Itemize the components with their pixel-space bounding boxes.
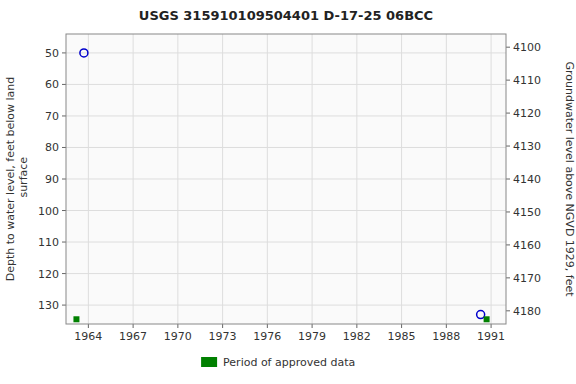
x-tick bbox=[446, 324, 447, 328]
y-grid-line bbox=[66, 179, 506, 180]
y2-tick bbox=[506, 277, 510, 278]
y-axis-label-line: Depth to water level, feet below land bbox=[4, 77, 17, 282]
y-tick-label: 80 bbox=[45, 141, 59, 154]
x-tick bbox=[222, 324, 223, 328]
x-tick-label: 1970 bbox=[164, 330, 192, 343]
y-grid-line bbox=[66, 305, 506, 306]
legend: Period of approved data bbox=[201, 356, 355, 369]
x-tick bbox=[401, 324, 402, 328]
x-tick-label: 1982 bbox=[343, 330, 371, 343]
y-tick-label: 90 bbox=[45, 173, 59, 186]
y-tick-label: 100 bbox=[38, 205, 59, 218]
plot-area bbox=[66, 34, 506, 324]
x-tick-label: 1985 bbox=[388, 330, 416, 343]
x-tick-label: 1979 bbox=[298, 330, 326, 343]
y-grid-line bbox=[66, 210, 506, 211]
y-grid-line bbox=[66, 147, 506, 148]
x-tick bbox=[177, 324, 178, 328]
x-tick bbox=[312, 324, 313, 328]
y2-tick bbox=[506, 211, 510, 212]
y2-tick bbox=[506, 47, 510, 48]
y-tick-label: 50 bbox=[45, 47, 59, 60]
y-grid-line bbox=[66, 242, 506, 243]
y-tick bbox=[62, 115, 66, 116]
y-grid-line bbox=[66, 52, 506, 53]
y2-tick bbox=[506, 113, 510, 114]
y2-tick bbox=[506, 310, 510, 311]
y-tick-label: 130 bbox=[38, 299, 59, 312]
x-tick bbox=[356, 324, 357, 328]
x-tick-label: 1967 bbox=[119, 330, 147, 343]
legend-label: Period of approved data bbox=[223, 356, 355, 369]
x-tick bbox=[267, 324, 268, 328]
y2-tick-label: 4120 bbox=[513, 107, 541, 120]
legend-swatch bbox=[201, 357, 217, 367]
y2-tick bbox=[506, 244, 510, 245]
y-tick bbox=[62, 52, 66, 53]
y2-tick-label: 4100 bbox=[513, 41, 541, 54]
chart: 1964 1967 1970 1973 1976 1979 1982 1985 1988 1991… bbox=[0, 0, 576, 384]
y2-tick-label: 4110 bbox=[513, 74, 541, 87]
y-grid-line bbox=[66, 273, 506, 274]
y2-tick bbox=[506, 80, 510, 81]
series bbox=[73, 316, 489, 322]
plot-frame bbox=[66, 34, 506, 324]
x-tick-label: 1976 bbox=[253, 330, 281, 343]
circle-point bbox=[80, 49, 88, 57]
x-tick-label: 1964 bbox=[74, 330, 102, 343]
y-axis-label: Depth to water level, feet below land su… bbox=[4, 77, 30, 282]
x-tick bbox=[88, 324, 89, 328]
y2-tick-label: 4180 bbox=[513, 305, 541, 318]
y2-axis-label: Groundwater level above NGVD 1929, feet bbox=[563, 61, 576, 297]
y-tick-label: 120 bbox=[38, 268, 59, 281]
y-tick bbox=[62, 179, 66, 180]
y2-tick bbox=[506, 146, 510, 147]
x-tick bbox=[133, 324, 134, 328]
y2-tick-label: 4170 bbox=[513, 272, 541, 285]
y2-tick-label: 4130 bbox=[513, 140, 541, 153]
y-tick bbox=[62, 242, 66, 243]
y-tick bbox=[62, 273, 66, 274]
x-tick-label: 1973 bbox=[209, 330, 237, 343]
y-tick-label: 60 bbox=[45, 78, 59, 91]
x-tick-label: 1988 bbox=[432, 330, 460, 343]
y-grid-line bbox=[66, 115, 506, 116]
y-tick-label: 70 bbox=[45, 110, 59, 123]
series bbox=[80, 49, 485, 319]
y-grid-line bbox=[66, 84, 506, 85]
y-axis-label-line: surface bbox=[17, 157, 30, 201]
y2-tick-label: 4150 bbox=[513, 206, 541, 219]
square-point bbox=[73, 316, 79, 322]
y2-tick-label: 4140 bbox=[513, 173, 541, 186]
y-tick-label: 110 bbox=[38, 236, 59, 249]
y2-tick bbox=[506, 179, 510, 180]
grid bbox=[66, 34, 506, 324]
title: USGS 315910109504401 D-17-25 06BCC bbox=[139, 8, 433, 23]
x-tick bbox=[491, 324, 492, 328]
y-tick bbox=[62, 305, 66, 306]
y2-tick-label: 4160 bbox=[513, 239, 541, 252]
y-tick bbox=[62, 147, 66, 148]
circle-point bbox=[477, 311, 485, 319]
x-tick-label: 1991 bbox=[477, 330, 505, 343]
y-tick bbox=[62, 210, 66, 211]
square-point bbox=[484, 316, 490, 322]
y-tick bbox=[62, 84, 66, 85]
marks bbox=[73, 49, 489, 322]
